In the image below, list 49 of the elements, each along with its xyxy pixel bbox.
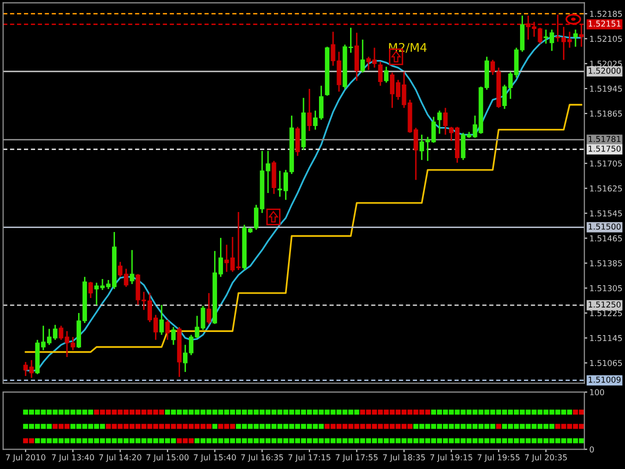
candlestick [88, 281, 93, 299]
x-tick-label: 7 Jul 2010 [6, 454, 46, 462]
line-series [24, 104, 582, 353]
y-tick-label: 1.51865 [590, 110, 622, 117]
candlestick [384, 66, 389, 84]
ref-line-label: 1.51500 [588, 224, 621, 230]
y-tick-label: 1.51305 [590, 285, 622, 292]
y-tick-label: 1.51945 [590, 86, 622, 92]
candlestick [378, 61, 383, 86]
candlestick [437, 110, 442, 134]
candlestick [159, 304, 164, 336]
x-tick-label: 7 Jul 13:40 [52, 454, 94, 462]
x-tick-label: 7 Jul 17:55 [336, 454, 378, 462]
y-tick-label: 1.51545 [590, 210, 622, 216]
candlestick [307, 88, 312, 132]
y-tick-label: 1.52185 [590, 10, 622, 17]
x-tick-label: 7 Jul 15:00 [146, 454, 189, 462]
ref-line-label: 1.51009 [588, 376, 621, 383]
candlestick [360, 38, 365, 74]
y-tick-label: 1.51385 [590, 260, 622, 266]
x-tick-label: 7 Jul 20:35 [525, 454, 567, 462]
x-tick-label: 7 Jul 19:15 [430, 454, 472, 462]
y-tick-label: 1.51145 [590, 335, 622, 342]
candlestick [171, 326, 176, 346]
y-tick-label: 1.51625 [590, 185, 622, 192]
ref-line-label: 1.51781 [588, 136, 620, 142]
x-tick-label: 7 Jul 14:20 [99, 454, 142, 462]
y-tick-label: 1.51065 [590, 360, 622, 366]
ref-line-label: 1.52151 [588, 20, 620, 27]
x-tick-label: 7 Jul 19:55 [478, 454, 520, 462]
y-tick-label: 0 [590, 446, 594, 452]
x-tick-label: 7 Jul 17:15 [288, 454, 330, 462]
candlestick [165, 319, 170, 341]
candlestick [295, 126, 300, 157]
y-tick-label: 1.51705 [590, 160, 622, 167]
y-tick-label: 100 [590, 389, 604, 396]
ref-line-label: 1.51250 [588, 301, 621, 308]
x-tick-label: 7 Jul 18:35 [383, 454, 425, 462]
ref-line-label: 1.52000 [588, 68, 621, 74]
candlestick [130, 249, 134, 285]
y-tick-label: 1.52105 [590, 36, 622, 42]
x-tick-label: 7 Jul 16:35 [241, 454, 283, 462]
candlestick [206, 292, 212, 325]
y-tick-label: 1.51225 [590, 310, 622, 316]
y-tick-label: 1.52025 [590, 60, 622, 67]
y-tick-label: 1.51465 [590, 235, 622, 242]
candlestick [443, 107, 448, 136]
ref-line-label: 1.51750 [588, 146, 621, 152]
x-tick-label: 7 Jul 15:40 [194, 454, 236, 462]
